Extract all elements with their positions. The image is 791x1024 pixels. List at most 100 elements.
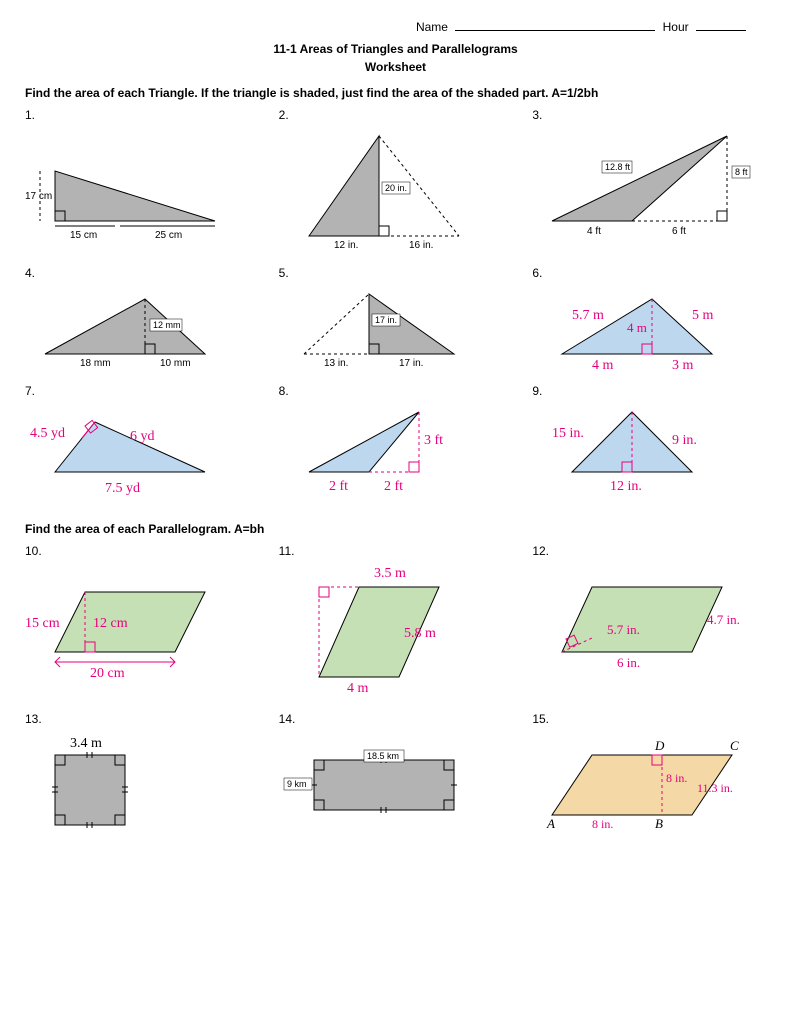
label: 17 cm [25, 191, 52, 202]
label: 12 in. [334, 240, 358, 251]
rect-14-svg: 18.5 km 9 km [279, 730, 489, 830]
triangle-1-svg: 17 cm 15 cm 25 cm [25, 126, 235, 246]
label: 3.5 m [374, 566, 406, 581]
label: 4 ft [587, 226, 601, 237]
label: 3 ft [424, 433, 443, 448]
parallelogram-grid: 10. 15 cm 12 cm 20 cm 11. 3.5 m 5.8 m 4 … [25, 544, 766, 840]
triangle-grid: 1. 17 cm 15 cm 25 cm 2. 20 in. 12 in. 16… [25, 108, 766, 502]
problem-9: 9. 15 in. 9 in. 12 in. [532, 384, 766, 502]
instruction-parallelograms: Find the area of each Parallelogram. A=b… [25, 522, 766, 536]
label: 15 cm [25, 616, 60, 631]
label: 8 in. [592, 817, 613, 831]
label: 8 in. [666, 771, 687, 785]
label: 17 in. [375, 315, 397, 325]
label: 20 in. [385, 183, 407, 193]
label: 6 in. [617, 655, 640, 670]
problem-10: 10. 15 cm 12 cm 20 cm [25, 544, 259, 702]
label: 5.7 m [572, 308, 604, 323]
triangle-5-svg: 17 in. 13 in. 17 in. [279, 284, 489, 374]
hour-blank [696, 30, 746, 31]
label: 4 m [592, 358, 614, 373]
label: B [655, 816, 663, 831]
label: 2 ft [329, 479, 348, 494]
problem-number: 1. [25, 108, 259, 122]
label: 5.8 m [404, 626, 436, 641]
problem-3: 3. 12.8 ft 8 ft 4 ft 6 ft [532, 108, 766, 256]
label: 4 m [347, 681, 369, 696]
label: 6 ft [672, 226, 686, 237]
page-title-1: 11-1 Areas of Triangles and Parallelogra… [25, 42, 766, 56]
label: 13 in. [324, 358, 348, 369]
para-15-svg: A B C D 8 in. 11.3 in. 8 in. [532, 730, 752, 840]
problem-number: 8. [279, 384, 513, 398]
label: 9 km [287, 779, 307, 789]
problem-15: 15. A B C D 8 in. 11.3 in. 8 in. [532, 712, 766, 840]
problem-number: 5. [279, 266, 513, 280]
label: 18.5 km [367, 751, 399, 761]
problem-number: 10. [25, 544, 259, 558]
problem-8: 8. 3 ft 2 ft 2 ft [279, 384, 513, 502]
header-line: Name Hour [25, 20, 766, 34]
instruction-triangles: Find the area of each Triangle. If the t… [25, 86, 766, 100]
square-13-svg: 3.4 m [25, 730, 175, 840]
problem-number: 9. [532, 384, 766, 398]
problem-number: 13. [25, 712, 259, 726]
problem-2: 2. 20 in. 12 in. 16 in. [279, 108, 513, 256]
page-title-2: Worksheet [25, 60, 766, 74]
problem-number: 12. [532, 544, 766, 558]
label: 16 in. [409, 240, 433, 251]
problem-number: 15. [532, 712, 766, 726]
triangle-2-svg: 20 in. 12 in. 16 in. [279, 126, 489, 256]
label: 25 cm [155, 230, 182, 241]
label: 4.5 yd [30, 426, 65, 441]
para-12-svg: 5.7 in. 4.7 in. 6 in. [532, 562, 752, 682]
problem-number: 14. [279, 712, 513, 726]
problem-number: 6. [532, 266, 766, 280]
problem-5: 5. 17 in. 13 in. 17 in. [279, 266, 513, 374]
label: 3 m [672, 358, 694, 373]
problem-11: 11. 3.5 m 5.8 m 4 m [279, 544, 513, 702]
label: 20 cm [90, 666, 125, 681]
hour-label: Hour [663, 20, 689, 34]
name-blank [455, 30, 655, 31]
triangle-7-svg: 4.5 yd 6 yd 7.5 yd [25, 402, 235, 502]
label: C [730, 738, 739, 753]
label: 4.7 in. [707, 612, 740, 627]
label: 15 in. [552, 426, 584, 441]
label: 11.3 in. [697, 781, 733, 795]
label: 9 in. [672, 433, 697, 448]
para-10-svg: 15 cm 12 cm 20 cm [25, 562, 235, 682]
label: 18 mm [80, 358, 111, 369]
problem-number: 4. [25, 266, 259, 280]
problem-6: 6. 5.7 m 5 m 4 m 4 m 3 m [532, 266, 766, 374]
problem-13: 13. 3.4 m [25, 712, 259, 840]
problem-14: 14. 18.5 km 9 km [279, 712, 513, 840]
triangle-3-svg: 12.8 ft 8 ft 4 ft 6 ft [532, 126, 762, 246]
label: 15 cm [70, 230, 97, 241]
problem-7: 7. 4.5 yd 6 yd 7.5 yd [25, 384, 259, 502]
name-label: Name [416, 20, 448, 34]
label: 12 mm [153, 320, 181, 330]
para-11-svg: 3.5 m 5.8 m 4 m [279, 562, 489, 702]
label: 3.4 m [70, 736, 102, 751]
label: A [546, 816, 555, 831]
label: 4 m [627, 320, 647, 335]
label: 12 cm [93, 616, 128, 631]
problem-number: 3. [532, 108, 766, 122]
label: 12.8 ft [605, 162, 631, 172]
label: 10 mm [160, 358, 191, 369]
triangle-6-svg: 5.7 m 5 m 4 m 4 m 3 m [532, 284, 742, 374]
label: 2 ft [384, 479, 403, 494]
label: 8 ft [735, 167, 748, 177]
problem-12: 12. 5.7 in. 4.7 in. 6 in. [532, 544, 766, 702]
label: 12 in. [610, 479, 642, 494]
label: 7.5 yd [105, 481, 140, 496]
problem-1: 1. 17 cm 15 cm 25 cm [25, 108, 259, 256]
label: 17 in. [399, 358, 423, 369]
problem-number: 7. [25, 384, 259, 398]
label: D [654, 738, 665, 753]
problem-number: 2. [279, 108, 513, 122]
label: 6 yd [130, 429, 155, 444]
label: 5.7 in. [607, 622, 640, 637]
problem-4: 4. 12 mm 18 mm 10 mm [25, 266, 259, 374]
